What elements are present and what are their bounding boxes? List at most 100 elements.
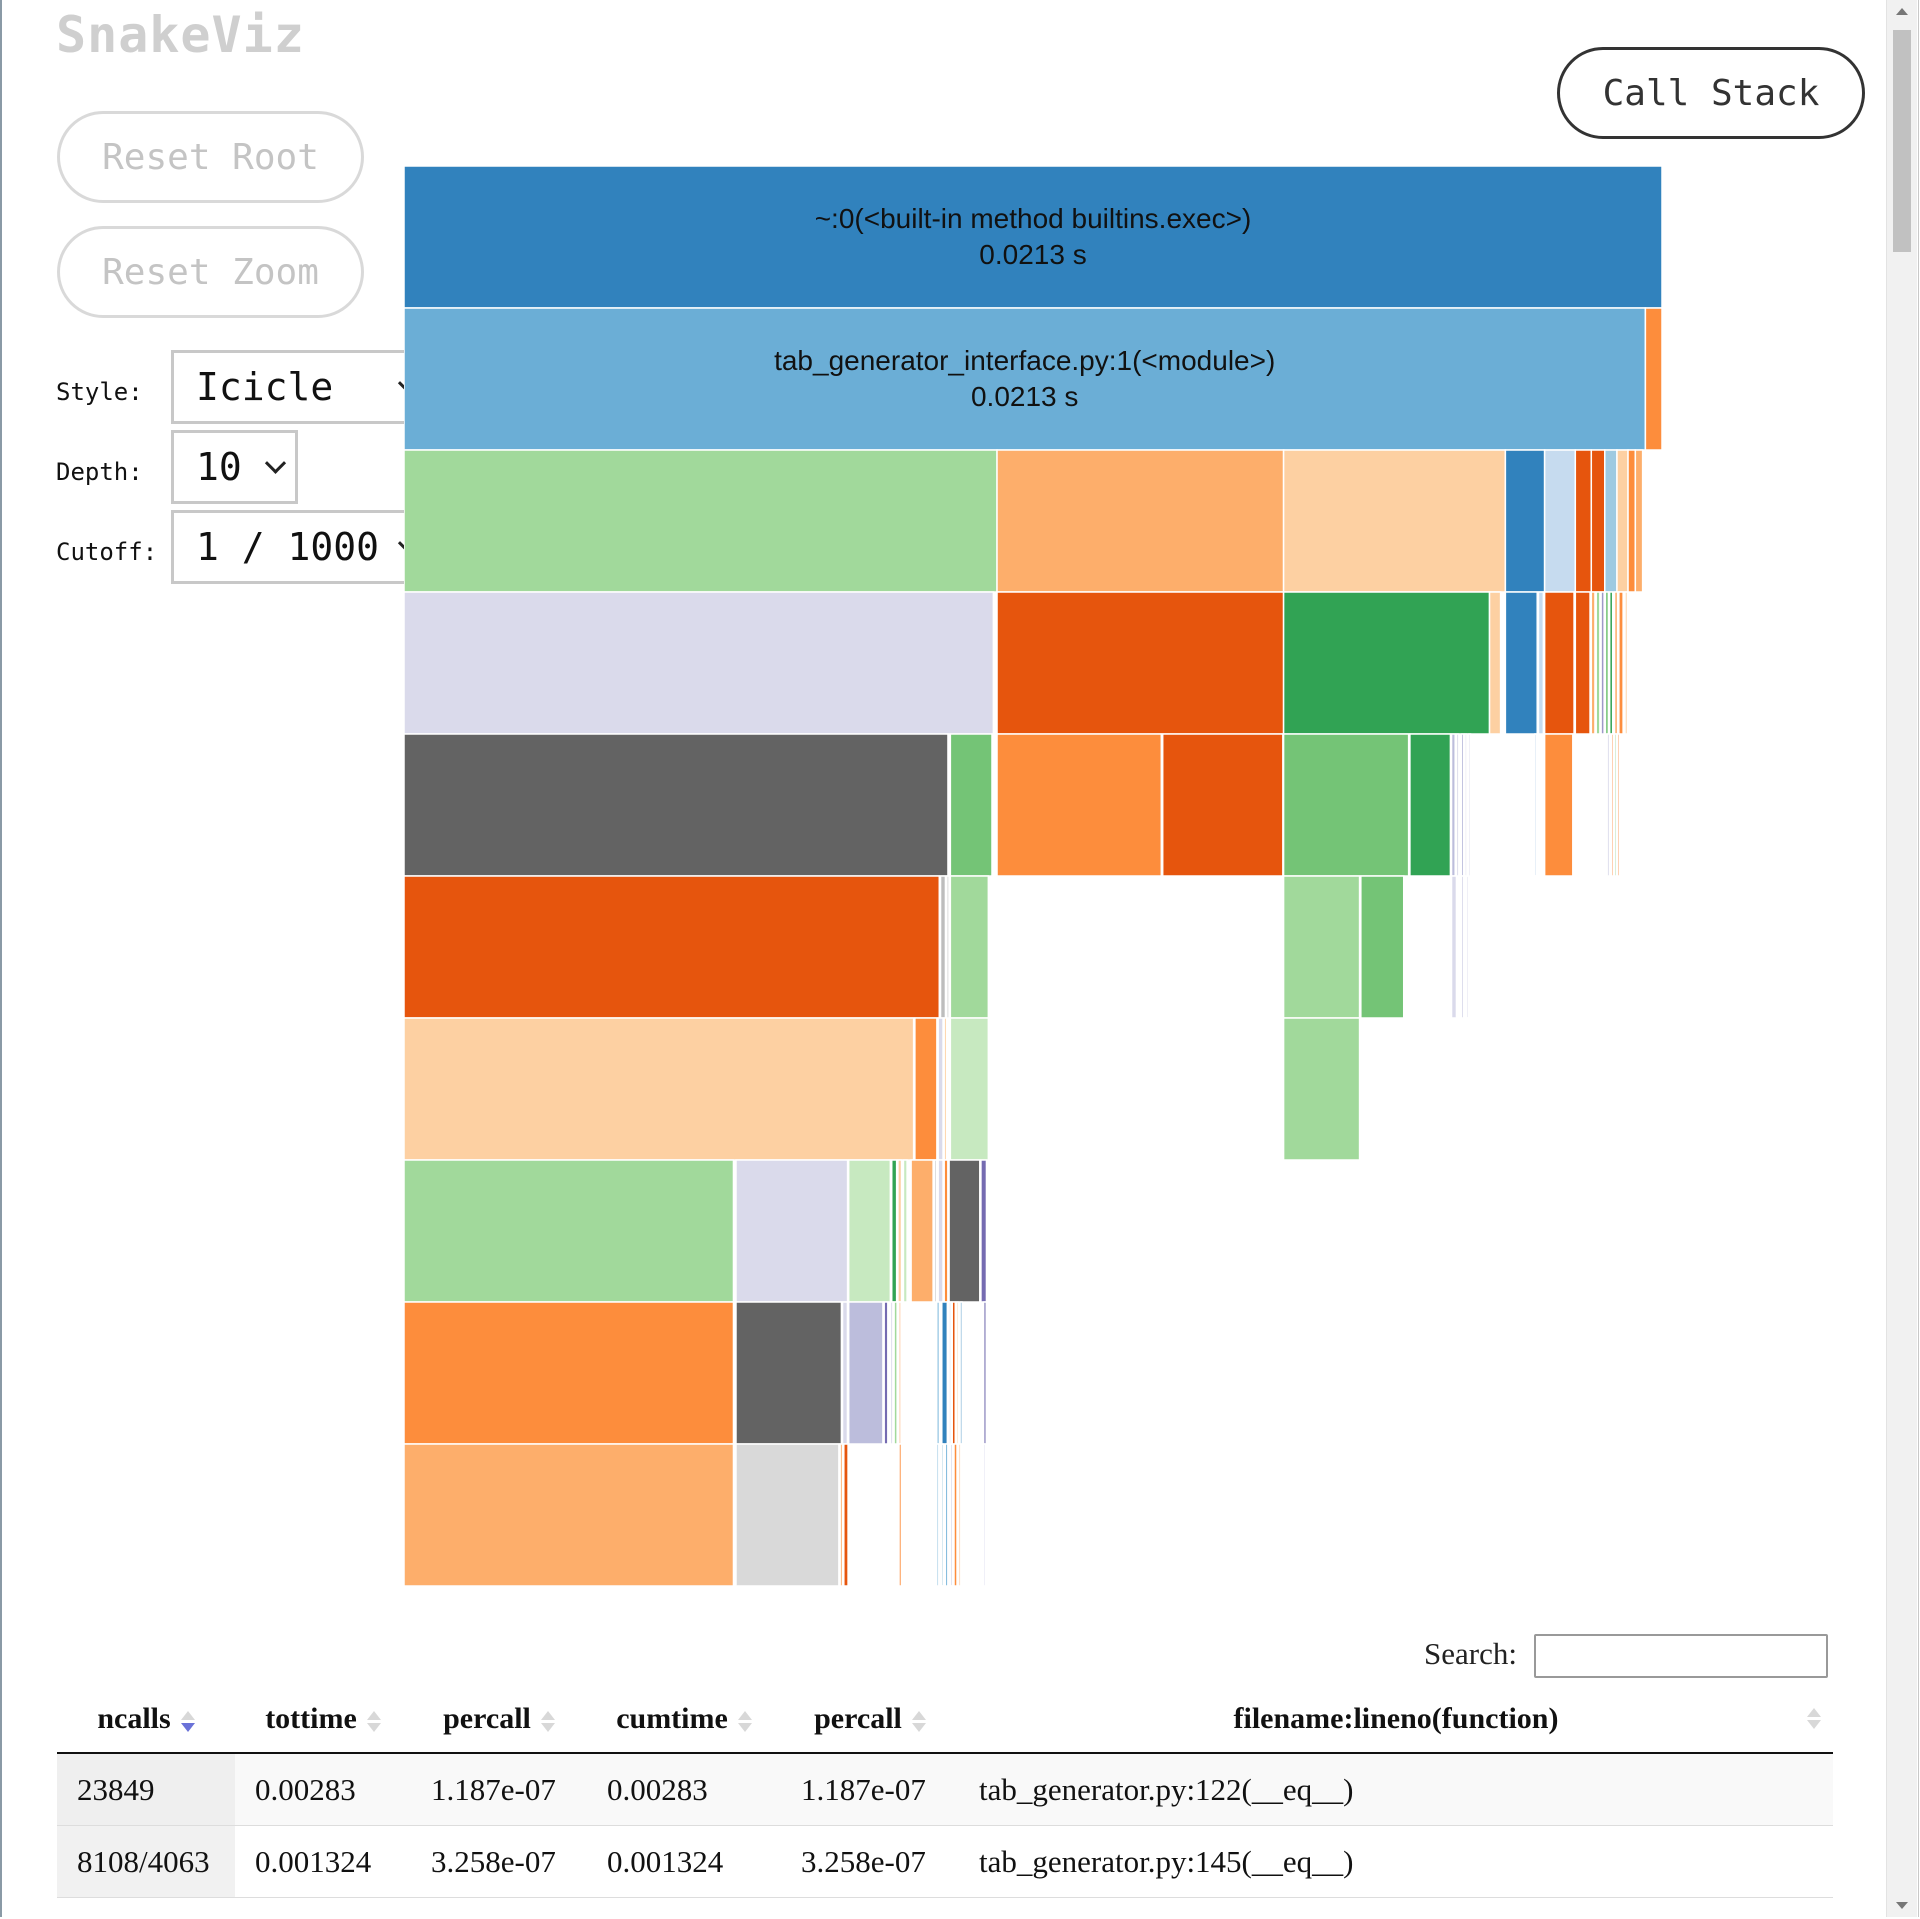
icicle-node[interactable] (949, 1017, 990, 1161)
icicle-node[interactable] (945, 875, 950, 1019)
icicle-node[interactable] (1613, 733, 1618, 877)
icicle-node[interactable] (936, 1301, 941, 1445)
icicle-node[interactable] (1282, 733, 1410, 877)
icicle-node[interactable] (1590, 449, 1606, 593)
icicle-node[interactable] (1409, 733, 1452, 877)
column-header-tottime[interactable]: tottime (235, 1686, 411, 1754)
icicle-node[interactable] (1460, 733, 1465, 877)
icicle-node[interactable] (943, 1159, 949, 1303)
icicle-node[interactable] (404, 1301, 735, 1445)
icicle-node[interactable] (943, 1017, 948, 1161)
icicle-node[interactable] (1360, 875, 1405, 1019)
icicle-node[interactable] (847, 1301, 884, 1445)
icicle-node[interactable] (843, 1443, 849, 1587)
icicle-node[interactable] (951, 1301, 957, 1445)
icicle-node[interactable] (996, 591, 1285, 735)
column-header-filename[interactable]: filename:lineno(function) (959, 1686, 1833, 1754)
icicle-node[interactable] (1504, 449, 1546, 593)
icicle-node[interactable] (910, 1159, 934, 1303)
icicle-node[interactable] (1282, 1017, 1361, 1161)
depth-select[interactable]: 10 (171, 430, 298, 504)
icicle-node[interactable] (735, 1443, 840, 1587)
icicle-node[interactable] (1543, 449, 1577, 593)
icicle-node[interactable] (404, 1443, 735, 1587)
column-header-percall-tot[interactable]: percall (411, 1686, 587, 1754)
icicle-node[interactable] (1161, 733, 1284, 877)
column-header-cumtime[interactable]: cumtime (587, 1686, 781, 1754)
icicle-node[interactable] (1282, 875, 1361, 1019)
icicle-node[interactable] (841, 1301, 849, 1445)
icicle-node[interactable] (948, 1159, 981, 1303)
table-row[interactable]: 23849 0.00283 1.187e-07 0.00283 1.187e-0… (57, 1753, 1833, 1826)
icicle-node[interactable] (1613, 591, 1619, 735)
icicle-node[interactable] (735, 1301, 843, 1445)
icicle-node[interactable] (996, 449, 1285, 593)
icicle-node[interactable] (1604, 591, 1610, 735)
icicle-node[interactable] (1537, 591, 1545, 735)
icicle-node[interactable] (939, 875, 947, 1019)
icicle-node[interactable] (914, 1017, 938, 1161)
icicle-node[interactable] (1574, 591, 1591, 735)
icicle-node[interactable] (949, 733, 993, 877)
icicle-node[interactable] (941, 1301, 949, 1445)
icicle-node[interactable] (1624, 591, 1629, 735)
icicle-node[interactable] (980, 1159, 988, 1303)
icicle-node[interactable] (959, 1301, 963, 1445)
icicle-node[interactable] (404, 449, 998, 593)
icicle-node[interactable] (839, 1443, 844, 1587)
icicle-node[interactable] (949, 1443, 953, 1587)
icicle-node[interactable] (1610, 733, 1615, 877)
icicle-node[interactable] (941, 1443, 945, 1587)
icicle-node[interactable] (982, 1301, 988, 1445)
column-header-percall-cum[interactable]: percall (781, 1686, 959, 1754)
icicle-node[interactable] (1634, 449, 1644, 593)
icicle-node[interactable] (404, 733, 949, 877)
icicle-node[interactable] (933, 1159, 938, 1303)
table-row[interactable]: 8108/4063 0.001324 3.258e-07 0.001324 3.… (57, 1825, 1833, 1898)
icicle-node[interactable] (1460, 875, 1465, 1019)
scroll-up-arrow-icon[interactable] (1896, 8, 1908, 15)
icicle-node[interactable] (1465, 875, 1469, 1019)
icicle-node[interactable] (404, 1159, 735, 1303)
icicle-node[interactable] (1618, 591, 1624, 735)
icicle-node[interactable] (1543, 733, 1574, 877)
style-select[interactable]: Icicle (171, 350, 431, 424)
icicle-node[interactable] (1467, 733, 1472, 877)
icicle-node[interactable] (1450, 733, 1456, 877)
column-header-ncalls[interactable]: ncalls (57, 1686, 235, 1754)
icicle-node[interactable] (404, 875, 941, 1019)
icicle-node[interactable] (1282, 591, 1491, 735)
icicle-node[interactable] (996, 733, 1163, 877)
icicle-node[interactable] (1590, 591, 1596, 735)
icicle-node[interactable] (404, 1017, 915, 1161)
icicle-node[interactable] (958, 1443, 962, 1587)
reset-zoom-button[interactable]: Reset Zoom (57, 226, 364, 318)
icicle-node[interactable] (1595, 591, 1601, 735)
icicle-node[interactable] (1534, 733, 1538, 877)
icicle-node[interactable] (1606, 733, 1611, 877)
scrollbar-thumb[interactable] (1893, 30, 1911, 252)
icicle-node[interactable] (898, 1301, 902, 1445)
icicle-node[interactable] (1627, 449, 1637, 593)
icicle-node[interactable] (982, 1443, 987, 1587)
icicle-node[interactable] (735, 1159, 849, 1303)
icicle-node[interactable] (1616, 449, 1629, 593)
icicle-node[interactable] (1488, 591, 1502, 735)
icicle-node[interactable] (953, 1443, 958, 1587)
icicle-node[interactable] (1600, 591, 1605, 735)
cutoff-select[interactable]: 1 / 1000 (171, 510, 431, 584)
icicle-node[interactable] (955, 1301, 960, 1445)
icicle-node[interactable] (937, 1159, 944, 1303)
icicle-node[interactable] (1604, 449, 1618, 593)
icicle-node[interactable] (1574, 449, 1593, 593)
icicle-node[interactable] (890, 1159, 898, 1303)
icicle-node[interactable] (1450, 875, 1458, 1019)
icicle-node[interactable] (893, 1301, 898, 1445)
icicle-node[interactable] (1543, 591, 1575, 735)
icicle-node[interactable] (944, 1443, 949, 1587)
icicle-node[interactable] (404, 591, 995, 735)
icicle-node[interactable] (404, 307, 1647, 451)
icicle-node[interactable] (1504, 591, 1538, 735)
icicle-node[interactable] (889, 1301, 894, 1445)
icicle-node[interactable] (897, 1159, 903, 1303)
